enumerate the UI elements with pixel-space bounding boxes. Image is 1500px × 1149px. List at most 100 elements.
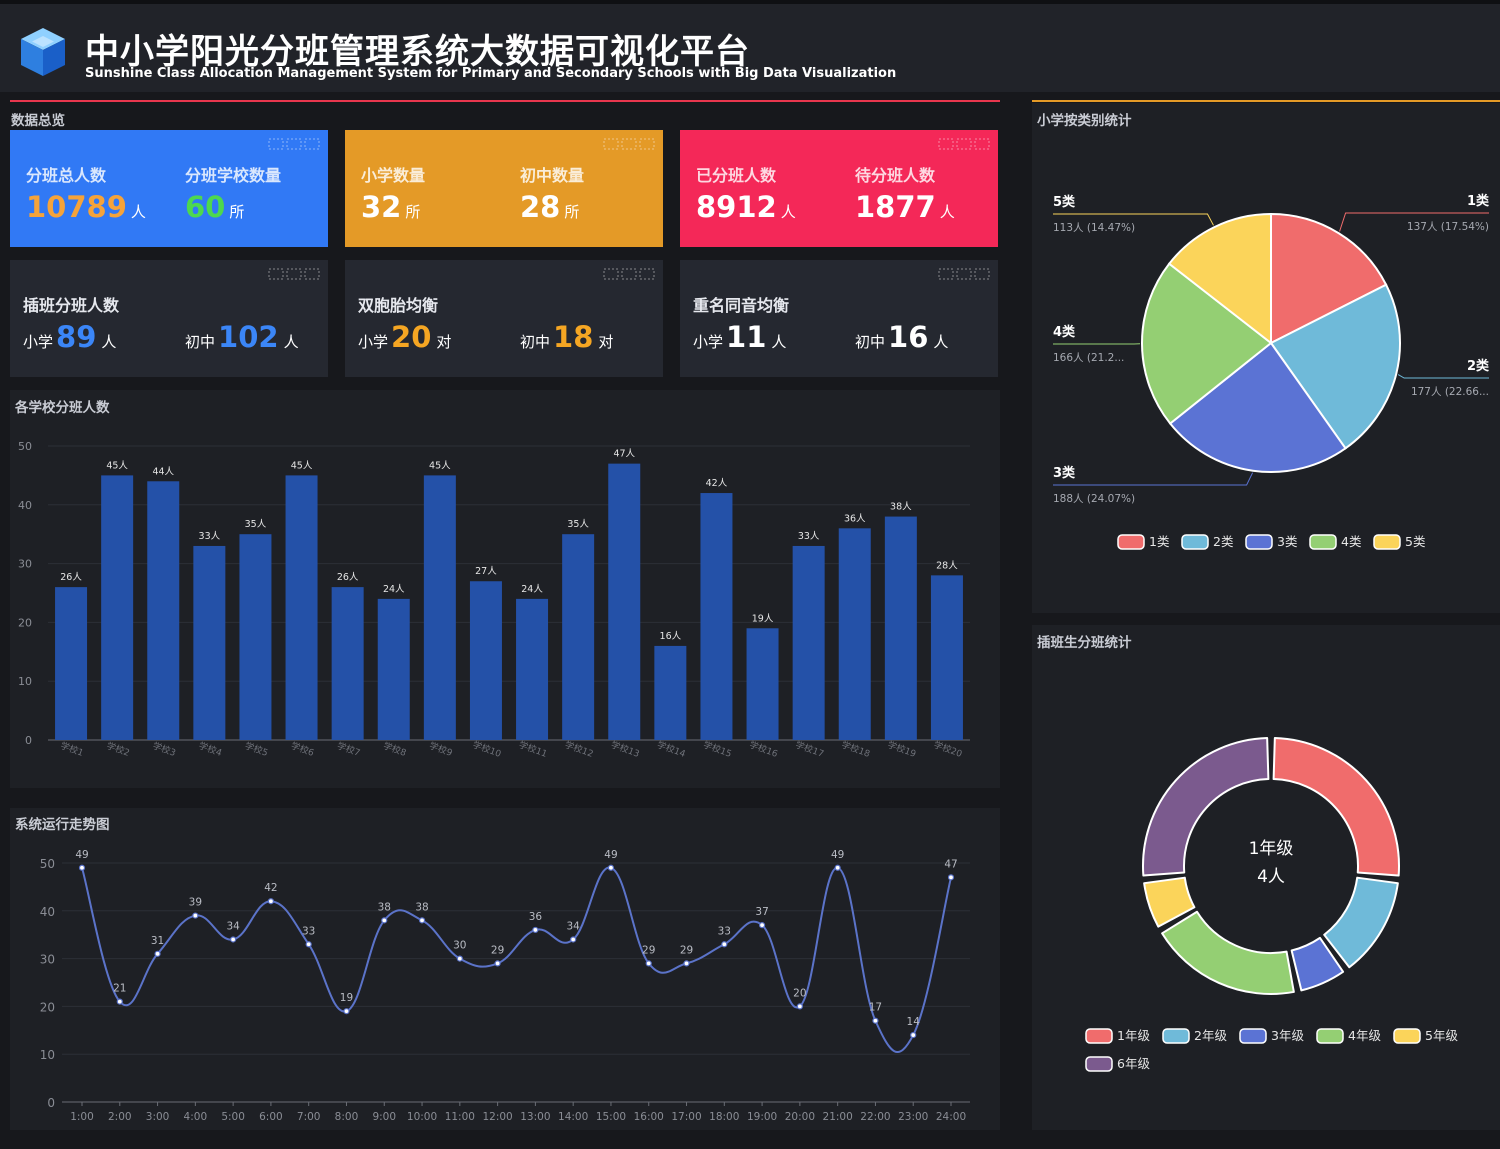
x-tick-label: 学校3: [151, 739, 177, 758]
detail-card: 重名同音均衡 小学 11 人初中 16 人: [680, 260, 998, 377]
bar-value-label: 45人: [106, 460, 128, 471]
x-tick-label: 12:00: [482, 1111, 512, 1123]
x-tick-label: 学校15: [702, 739, 734, 760]
bar: [516, 598, 549, 740]
data-point: [758, 922, 766, 929]
pie-slice-name: 3类: [1053, 465, 1076, 481]
y-tick-label: 0: [25, 734, 32, 747]
y-tick-label: 30: [18, 558, 32, 571]
line-chart: 0 10 20 30 40 50 49 1:00 21 2:00 31 3:00 39 4:00 34 5:0…: [40, 849, 970, 1123]
data-label: 42: [264, 882, 277, 894]
bar-value-label: 19人: [752, 613, 774, 624]
x-tick-label: 7:00: [297, 1111, 321, 1123]
legend-swatch: [1181, 534, 1209, 550]
bar: [285, 475, 318, 740]
x-tick-label: 学校17: [794, 739, 826, 760]
legend-swatch: [1117, 534, 1145, 550]
bar-value-label: 24人: [521, 584, 543, 595]
bar: [193, 545, 226, 740]
bar-chart-title: 各学校分班人数: [15, 400, 110, 416]
stat-unit: 人: [130, 203, 146, 221]
pie-leader-line: [1053, 472, 1254, 486]
detail-prefix: 小学: [693, 333, 724, 351]
detail-prefix: 小学: [23, 333, 54, 351]
stat-value: 8912 人: [696, 190, 796, 224]
donut-chart: 1年级 4人 1年级 2年级 3年级 4年级 5年级 6年级: [1085, 737, 1458, 1072]
x-tick-label: 15:00: [596, 1111, 626, 1123]
bar-value-label: 45人: [291, 460, 313, 471]
data-label: 33: [718, 925, 731, 937]
x-tick-label: 学校7: [335, 739, 361, 758]
series-line: [81, 866, 952, 1054]
detail-number: 89: [56, 320, 97, 354]
data-label: 30: [453, 940, 466, 952]
bar: [55, 587, 88, 740]
bar: [654, 645, 687, 740]
stat-value: 60 所: [185, 190, 244, 224]
legend-label: 2类: [1213, 534, 1234, 549]
line-chart-title: 系统运行走势图: [15, 817, 110, 833]
bar-value-label: 26人: [337, 572, 359, 583]
overview-accent-line: [10, 100, 1000, 102]
page-title: 中小学阳光分班管理系统大数据可视化平台: [85, 32, 750, 72]
header: 中小学阳光分班管理系统大数据可视化平台 Sunshine Class Alloc…: [0, 0, 1500, 92]
stat-label: 待分班人数: [855, 166, 936, 185]
overview-title: 数据总览: [11, 113, 65, 129]
card-decoration-icon: [603, 138, 655, 150]
data-label: 36: [529, 911, 543, 923]
bar: [423, 475, 456, 740]
data-point: [267, 898, 275, 905]
bar-value-label: 28人: [936, 560, 958, 571]
y-tick-label: 20: [40, 1000, 55, 1014]
data-point: [532, 926, 539, 934]
data-label: 34: [226, 920, 240, 932]
data-point: [607, 864, 615, 871]
data-point: [154, 950, 161, 957]
data-label: 38: [378, 901, 391, 913]
x-tick-label: 学校9: [428, 739, 455, 758]
detail-unit: 人: [771, 333, 787, 351]
stat-label: 已分班人数: [696, 166, 777, 185]
stat-value: 10789 人: [26, 190, 146, 224]
bar: [101, 475, 134, 740]
x-tick-label: 学校11: [517, 739, 549, 760]
data-point: [456, 955, 463, 962]
legend-label: 3类: [1277, 534, 1298, 549]
bar-value-label: 35人: [245, 519, 267, 530]
legend-swatch: [1239, 1028, 1267, 1044]
stat-number: 1877: [855, 190, 936, 224]
data-point: [721, 941, 728, 948]
x-tick-label: 23:00: [898, 1111, 928, 1123]
data-point: [947, 874, 955, 881]
detail-value: 初中 102 人: [185, 320, 299, 354]
data-point: [872, 1017, 879, 1024]
x-tick-label: 20:00: [785, 1111, 815, 1123]
bar-value-label: 26人: [60, 572, 82, 583]
donut-slice: [1143, 876, 1196, 928]
donut-center-title: 1年级: [1249, 839, 1294, 859]
stat-unit: 所: [229, 203, 245, 221]
data-label: 39: [189, 897, 202, 909]
detail-unit: 人: [933, 333, 949, 351]
x-tick-label: 6:00: [259, 1111, 283, 1123]
bar-value-label: 27人: [475, 566, 497, 577]
data-label: 37: [755, 906, 768, 918]
x-tick-label: 学校2: [105, 739, 131, 758]
data-point: [305, 941, 312, 948]
x-tick-label: 11:00: [445, 1111, 475, 1123]
x-tick-label: 1:00: [70, 1111, 94, 1123]
detail-prefix: 初中: [185, 333, 216, 351]
pie-accent-line: [1032, 100, 1500, 102]
donut-title: 插班生分班统计: [1037, 635, 1132, 651]
stat-label: 初中数量: [520, 166, 585, 185]
card-decoration-icon: [938, 138, 990, 150]
x-tick-label: 10:00: [407, 1111, 437, 1123]
x-tick-label: 学校1: [59, 739, 85, 758]
bar: [884, 516, 917, 740]
pie-slice: [1270, 212, 1388, 345]
legend-swatch: [1162, 1028, 1190, 1044]
card-decoration-icon: [938, 268, 990, 280]
pie-slice-label: 113人 (14.47%): [1053, 222, 1135, 234]
data-label: 29: [680, 944, 693, 956]
x-tick-label: 学校18: [840, 739, 872, 760]
